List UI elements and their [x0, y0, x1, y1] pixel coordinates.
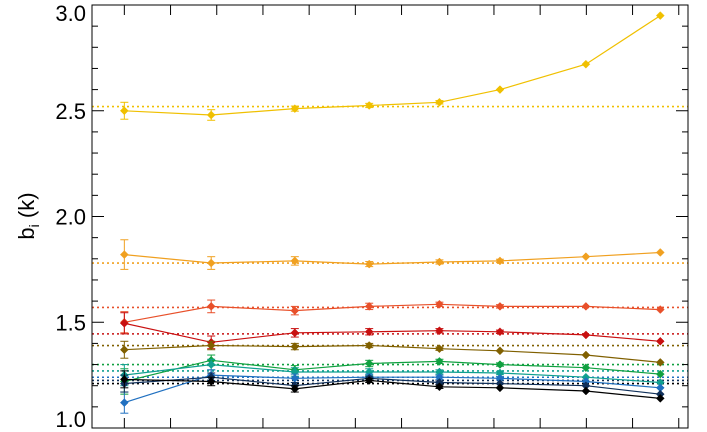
series: [119, 239, 665, 270]
data-point: [655, 305, 665, 314]
data-point: [495, 327, 505, 337]
series-line: [124, 374, 661, 404]
data-point: [290, 328, 300, 338]
series-line: [124, 15, 661, 116]
data-point: [206, 110, 216, 120]
series-line: [124, 322, 661, 343]
reference-lines: [92, 105, 688, 385]
y-axis-label-rest: (k): [14, 192, 39, 224]
series: [119, 340, 665, 367]
y-tick-label: 2.5: [55, 99, 86, 124]
data-point: [435, 97, 444, 107]
data-point: [495, 383, 505, 393]
data-point: [655, 248, 665, 257]
y-axis-label: bi (k): [14, 192, 42, 239]
data-point: [655, 369, 665, 379]
data-point: [581, 252, 591, 262]
series: [119, 354, 665, 395]
data-point: [206, 360, 216, 369]
series-line: [124, 378, 661, 399]
y-tick-label: 1.5: [55, 310, 86, 335]
data-point: [364, 327, 374, 337]
data-point: [581, 386, 591, 396]
data-point: [364, 302, 374, 311]
data-point: [364, 376, 374, 385]
y-tick-label: 1.0: [55, 407, 86, 432]
series: [119, 370, 665, 403]
series: [119, 299, 665, 334]
data-point: [119, 106, 129, 116]
data-point: [581, 59, 591, 69]
y-axis-label-subscript: i: [26, 224, 42, 227]
data-point: [581, 330, 591, 340]
data-point: [495, 256, 505, 266]
data-point: [364, 359, 374, 368]
series: [119, 312, 665, 350]
data-point: [119, 318, 129, 328]
data-point: [119, 345, 129, 355]
series-line: [124, 359, 661, 383]
data-point: [364, 341, 374, 350]
data-point: [655, 336, 665, 346]
y-axis-label-main: b: [14, 227, 39, 239]
data-point: [495, 360, 505, 369]
data-point: [290, 104, 300, 113]
data-point: [290, 342, 300, 351]
data-point: [435, 257, 444, 267]
data-point: [435, 344, 444, 354]
data-point: [581, 363, 591, 373]
data-point: [655, 394, 665, 403]
y-tick-label: 3.0: [55, 1, 86, 26]
data-point: [290, 306, 300, 315]
y-tick-labels: 1.0 1.5 2.0 2.5 3.0: [55, 1, 86, 432]
data-point: [119, 250, 129, 259]
data-point: [364, 259, 374, 269]
series: [119, 11, 665, 121]
series-line: [124, 376, 661, 395]
data-point: [435, 326, 444, 336]
tick-marks: [92, 4, 688, 429]
data-point: [290, 384, 300, 394]
data-point: [119, 375, 129, 384]
data-point: [206, 341, 216, 350]
data-point: [495, 85, 505, 94]
series-line: [124, 363, 661, 384]
data-point: [495, 302, 505, 311]
y-tick-label: 2.0: [55, 205, 86, 230]
series-line: [124, 303, 661, 323]
series-line: [124, 251, 661, 265]
data-point: [435, 382, 444, 392]
data-point: [435, 357, 444, 366]
data-point: [495, 346, 505, 356]
data-point: [206, 302, 216, 311]
series-group: [119, 11, 665, 414]
series-line: [124, 344, 661, 363]
data-point: [290, 256, 300, 266]
data-point: [435, 299, 444, 309]
data-point: [364, 101, 374, 110]
data-point: [655, 11, 665, 20]
data-point: [119, 398, 129, 407]
data-point: [206, 258, 216, 268]
data-point: [581, 302, 591, 311]
data-point: [581, 350, 591, 360]
data-point: [206, 377, 216, 386]
data-point: [655, 358, 665, 367]
